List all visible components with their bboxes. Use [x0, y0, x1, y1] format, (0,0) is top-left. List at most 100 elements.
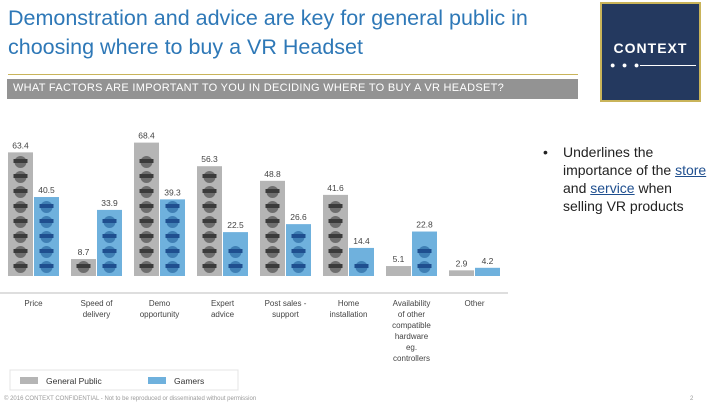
vr-headset-icon [328, 264, 343, 268]
category-label: installation [330, 310, 368, 319]
vr-headset-icon [265, 189, 280, 193]
bar-general-public [386, 266, 411, 276]
vr-headset-icon [139, 204, 154, 208]
vr-headset-icon [39, 204, 54, 208]
category-label: Post sales - [265, 299, 307, 308]
category-label: hardware [395, 332, 429, 341]
vr-headset-icon [417, 249, 432, 253]
vr-headset-icon [202, 189, 217, 193]
question-banner: WHAT FACTORS ARE IMPORTANT TO YOU IN DEC… [7, 79, 578, 99]
data-label-general-public: 63.4 [12, 140, 29, 150]
vr-headset-icon [139, 189, 154, 193]
vr-headset-icon [13, 159, 28, 163]
note-text-and: and [563, 180, 591, 196]
vr-headset-icon [102, 264, 117, 268]
vr-headset-icon [328, 234, 343, 238]
vr-headset-icon [39, 249, 54, 253]
category-label: delivery [83, 310, 111, 319]
logo-line [640, 65, 696, 66]
vr-headset-icon [13, 174, 28, 178]
vr-headset-icon [291, 249, 306, 253]
vr-headset-icon [139, 264, 154, 268]
service-link[interactable]: service [590, 180, 635, 196]
vr-headset-icon [39, 264, 54, 268]
data-label-general-public: 5.1 [393, 254, 405, 264]
legend-label: Gamers [174, 376, 204, 386]
legend-swatch [148, 377, 166, 384]
data-label-gamers: 14.4 [353, 236, 370, 246]
vr-headset-icon [265, 264, 280, 268]
category-label: Expert [211, 299, 235, 308]
vr-headset-icon [13, 249, 28, 253]
data-label-general-public: 68.4 [138, 131, 155, 141]
data-label-gamers: 26.6 [290, 212, 307, 222]
category-label: controllers [393, 354, 430, 363]
data-label-gamers: 33.9 [101, 198, 118, 208]
vr-headset-icon [291, 234, 306, 238]
data-label-gamers: 22.8 [416, 220, 433, 230]
note-text-after: when selling VR products [563, 180, 684, 214]
category-label: eg. [406, 343, 417, 352]
category-label: Home [338, 299, 360, 308]
vr-headset-icon [265, 219, 280, 223]
vr-headset-icon [354, 264, 369, 268]
vr-headset-icon [139, 174, 154, 178]
vr-headset-icon [202, 174, 217, 178]
page-number: 2 [690, 396, 694, 402]
vr-headset-icon [102, 219, 117, 223]
bar-chart: 63.4 40.5 8.7 33.9 68.4 39.3 56.3 22.5 48.8 26.6 4… [0, 131, 508, 391]
vr-headset-icon [265, 249, 280, 253]
vr-headset-icon [76, 264, 91, 268]
vr-headset-icon [165, 234, 180, 238]
category-label: Availability [393, 299, 431, 308]
vr-headset-icon [165, 204, 180, 208]
legend-box [9, 369, 239, 391]
data-label-general-public: 2.9 [456, 258, 468, 268]
vr-headset-icon [165, 219, 180, 223]
bar-gamers [475, 267, 500, 276]
category-label: Speed of [80, 299, 113, 308]
data-label-general-public: 41.6 [327, 183, 344, 193]
vr-headset-icon [13, 204, 28, 208]
vr-headset-icon [13, 219, 28, 223]
category-label: of other [398, 310, 425, 319]
title-divider [8, 74, 578, 75]
question-text: WHAT FACTORS ARE IMPORTANT TO YOU IN DEC… [13, 82, 505, 94]
vr-headset-icon [202, 249, 217, 253]
vr-headset-icon [417, 264, 432, 268]
data-label-general-public: 8.7 [78, 247, 90, 257]
data-label-gamers: 40.5 [38, 185, 55, 195]
vr-headset-icon [328, 204, 343, 208]
vr-headset-icon [139, 219, 154, 223]
vr-headset-icon [139, 159, 154, 163]
category-label: opportunity [140, 310, 180, 319]
store-link[interactable]: store [675, 162, 707, 178]
vr-headset-icon [102, 249, 117, 253]
vr-headset-icon [328, 249, 343, 253]
category-label: Price [24, 299, 43, 308]
note-text-before: Underlines the importance of the [563, 144, 676, 178]
vr-headset-icon [265, 234, 280, 238]
vr-headset-icon [291, 264, 306, 268]
data-label-gamers: 39.3 [164, 187, 181, 197]
bar-general-public [449, 270, 474, 276]
vr-headset-icon [139, 249, 154, 253]
vr-headset-icon [228, 264, 243, 268]
data-label-general-public: 56.3 [201, 154, 218, 164]
vr-headset-icon [39, 219, 54, 223]
takeaway-text: Underlines the importance of the store a… [563, 143, 708, 215]
category-label: advice [211, 310, 235, 319]
data-label-gamers: 4.2 [482, 256, 494, 266]
vr-headset-icon [13, 234, 28, 238]
category-label: Other [464, 299, 484, 308]
vr-headset-icon [228, 249, 243, 253]
vr-headset-icon [265, 204, 280, 208]
bullet-icon: • [543, 144, 548, 160]
category-label: Demo [149, 299, 171, 308]
logo-text: CONTEXT [613, 40, 688, 56]
context-logo: CONTEXT ● ● ● [600, 2, 701, 102]
data-label-general-public: 48.8 [264, 169, 281, 179]
vr-headset-icon [139, 234, 154, 238]
vr-headset-icon [328, 219, 343, 223]
category-label: support [272, 310, 299, 319]
